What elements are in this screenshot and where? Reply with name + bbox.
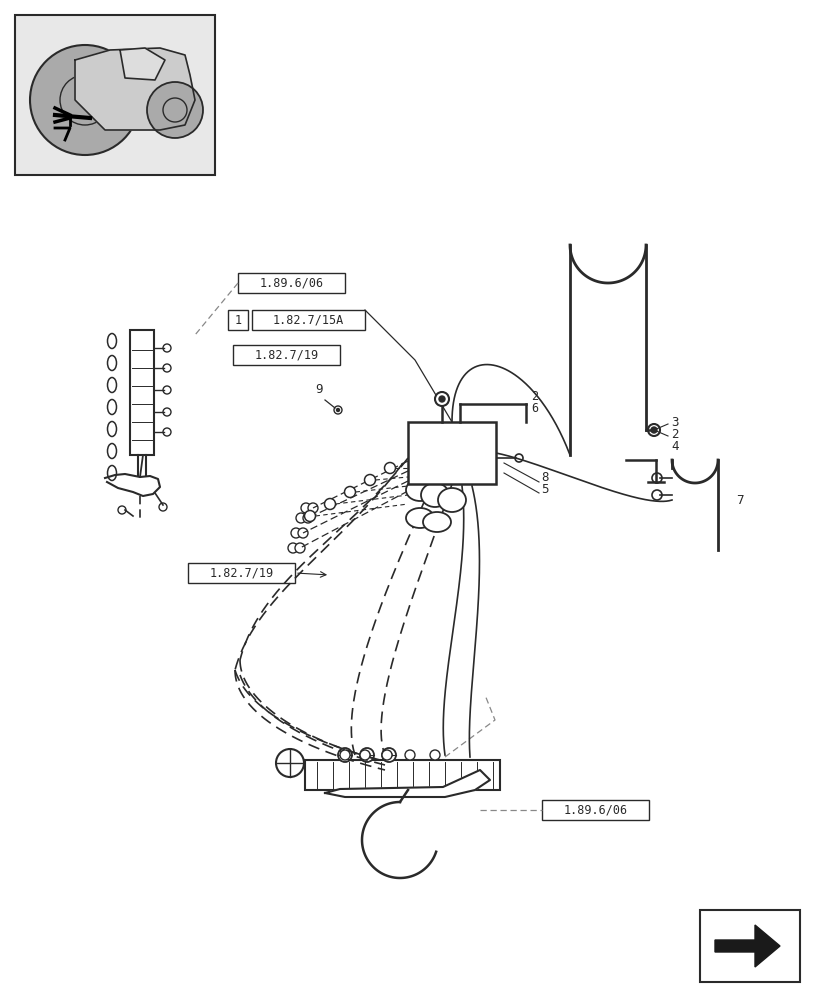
Polygon shape [325,770,490,797]
Circle shape [159,503,167,511]
Circle shape [163,386,171,394]
Circle shape [364,475,375,486]
Circle shape [295,513,306,523]
Circle shape [650,427,656,433]
Ellipse shape [423,512,451,532]
Circle shape [303,513,313,523]
Circle shape [384,462,395,474]
Text: 1: 1 [234,314,241,326]
Ellipse shape [108,334,117,349]
Circle shape [298,528,308,538]
Text: 1.82.7/19: 1.82.7/19 [254,349,318,361]
Bar [188,563,294,583]
Bar [304,760,500,790]
Circle shape [648,424,659,436]
Ellipse shape [108,356,117,370]
Text: 2: 2 [530,390,538,403]
Bar [699,910,799,982]
Circle shape [381,750,391,760]
Circle shape [651,473,662,483]
Ellipse shape [437,488,466,512]
Bar [15,15,215,175]
Text: 6: 6 [530,402,538,415]
Circle shape [30,45,140,155]
Ellipse shape [108,377,117,392]
Text: 7: 7 [735,493,743,506]
Circle shape [163,364,171,372]
Circle shape [344,487,355,497]
Ellipse shape [405,479,433,501]
Ellipse shape [405,508,433,528]
Circle shape [381,748,395,762]
Circle shape [340,750,350,760]
Bar [227,310,248,330]
Circle shape [147,82,203,138]
Ellipse shape [108,399,117,414]
Text: 1.82.7/15A: 1.82.7/15A [273,314,344,326]
Polygon shape [715,925,779,967]
Circle shape [324,498,335,510]
Circle shape [288,543,298,553]
Circle shape [290,528,301,538]
Circle shape [308,503,318,513]
Circle shape [336,408,339,412]
Circle shape [163,428,171,436]
Bar [542,800,648,820]
Circle shape [360,748,374,762]
Text: 9: 9 [314,383,322,396]
Polygon shape [120,48,165,80]
Circle shape [514,454,523,462]
Ellipse shape [420,483,448,507]
Circle shape [651,490,662,500]
Text: 3: 3 [670,416,677,430]
Circle shape [304,510,315,522]
Ellipse shape [108,422,117,436]
Ellipse shape [108,444,117,458]
Circle shape [385,752,391,758]
Text: 4: 4 [670,440,677,454]
Text: 5: 5 [540,483,547,496]
Bar [232,345,340,365]
Circle shape [333,406,342,414]
Polygon shape [75,48,195,130]
Circle shape [404,750,414,760]
Circle shape [360,750,370,760]
Circle shape [342,752,347,758]
Circle shape [118,506,126,514]
Text: 8: 8 [540,471,547,484]
Bar [251,310,365,330]
Circle shape [429,750,439,760]
Circle shape [434,392,448,406]
Ellipse shape [108,466,117,481]
Circle shape [301,503,311,513]
Text: 1.89.6/06: 1.89.6/06 [562,803,627,816]
Bar [237,273,345,293]
Bar [408,422,495,484]
Circle shape [163,408,171,416]
Text: 1.89.6/06: 1.89.6/06 [259,276,323,290]
Bar [130,330,154,455]
Circle shape [163,344,171,352]
Circle shape [364,752,370,758]
Circle shape [294,543,304,553]
Circle shape [275,749,304,777]
Circle shape [337,748,351,762]
Text: 1.82.7/19: 1.82.7/19 [209,566,273,580]
Circle shape [438,396,444,402]
Text: 2: 2 [670,428,677,442]
